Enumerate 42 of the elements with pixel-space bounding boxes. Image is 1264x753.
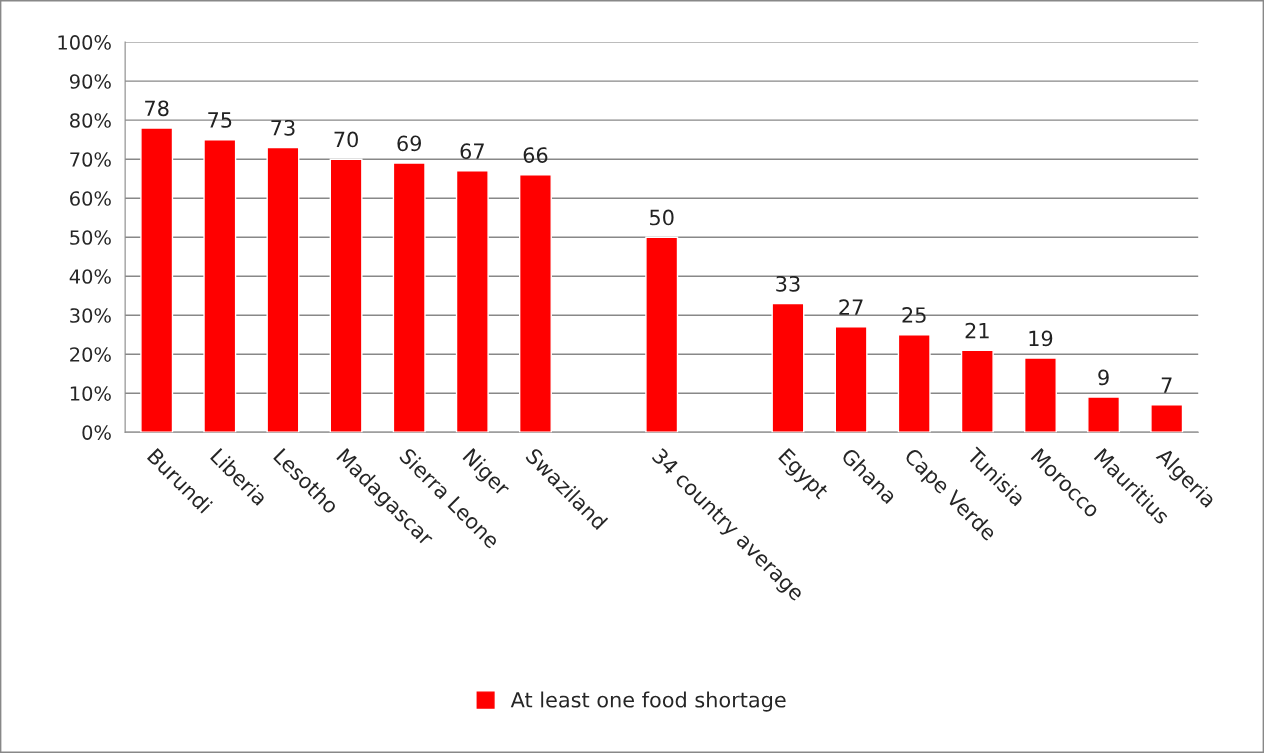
bar	[392, 162, 426, 433]
y-tick-label: 10%	[70, 386, 111, 401]
y-tick-label: 100%	[58, 35, 111, 50]
data-label: 27	[839, 299, 863, 315]
data-label: 78	[145, 100, 169, 117]
data-label: 75	[208, 112, 232, 128]
y-tick-label: 60%	[70, 191, 111, 206]
bar	[329, 158, 363, 433]
y-tick-label: 20%	[70, 347, 111, 362]
bar	[203, 138, 237, 433]
y-tick-label: 0%	[82, 425, 111, 440]
y-tick-label: 90%	[69, 74, 111, 89]
data-label: 69	[397, 135, 421, 152]
data-label: 66	[523, 147, 548, 163]
data-label: 33	[776, 275, 800, 292]
legend-label: At least one food shortage	[510, 691, 786, 712]
bar	[897, 334, 931, 433]
data-label: 7	[1161, 377, 1172, 393]
y-tick-label: 40%	[69, 269, 111, 284]
bar	[645, 236, 679, 433]
bar	[1087, 396, 1121, 433]
bar	[1150, 404, 1184, 433]
y-tick-label: 80%	[70, 113, 111, 128]
bar	[1023, 357, 1057, 433]
y-tick-label: 70%	[70, 152, 111, 167]
y-tick-label: 50%	[70, 230, 111, 245]
bar	[960, 349, 994, 433]
bar	[518, 174, 552, 433]
data-label: 73	[271, 119, 295, 136]
data-label: 9	[1098, 369, 1109, 386]
data-label: 19	[1029, 330, 1053, 347]
data-label: 70	[334, 131, 358, 148]
bar	[834, 326, 868, 433]
y-tick-label: 30%	[70, 308, 111, 323]
data-label: 21	[965, 322, 989, 339]
data-label: 25	[902, 307, 926, 323]
bar	[455, 170, 489, 433]
bar	[771, 302, 805, 433]
bar	[266, 146, 300, 433]
data-label: 67	[460, 143, 484, 160]
bar	[140, 127, 174, 433]
data-label: 50	[650, 209, 674, 226]
